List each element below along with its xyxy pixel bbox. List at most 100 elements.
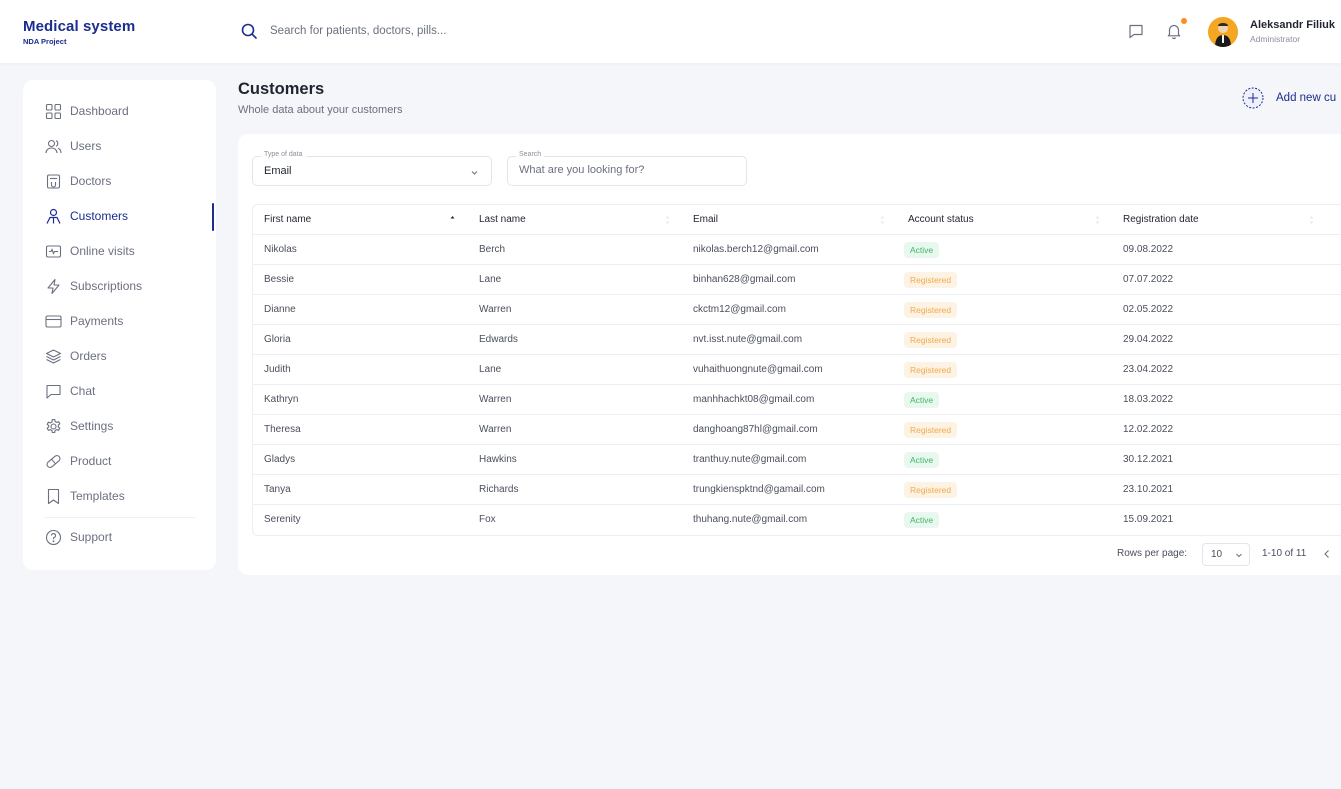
cell-email: nikolas.berch12@gmail.com (693, 244, 819, 255)
cell-first-name: Bessie (264, 274, 295, 285)
sidebar-item-label: Online visits (70, 244, 135, 258)
column-account-status[interactable]: Account status (908, 214, 974, 225)
column-last-name[interactable]: Last name (479, 214, 526, 225)
search-field[interactable]: Search (507, 151, 747, 186)
chevron-down-icon (1236, 553, 1242, 558)
column-registration-date[interactable]: Registration date (1123, 214, 1199, 225)
dashboard-icon (45, 103, 62, 119)
notification-dot (1181, 18, 1187, 24)
cell-registration-date: 29.04.2022 (1123, 334, 1174, 345)
sidebar-item-label: Subscriptions (70, 279, 143, 293)
rows-per-page-label: Rows per page: (1117, 548, 1188, 559)
users-icon (45, 139, 62, 153)
user-role: Administrator (1250, 34, 1301, 44)
table-row[interactable]: Gladys Hawkins tranthuy.nute@gmail.com A… (253, 445, 1341, 475)
cell-registration-date: 09.08.2022 (1123, 244, 1174, 255)
table-row[interactable]: Dianne Warren ckctm12@gmail.com Register… (253, 295, 1341, 325)
sidebar-item-orders[interactable]: Orders (23, 341, 216, 371)
global-search (240, 22, 570, 40)
sort-icon[interactable] (1094, 214, 1101, 226)
customers-icon (46, 208, 61, 224)
sort-icon[interactable] (1308, 214, 1315, 226)
subscriptions-icon (47, 278, 60, 294)
sidebar-item-label: Templates (70, 489, 125, 503)
table-row[interactable]: Judith Lane vuhaithuongnute@gmail.com Re… (253, 355, 1341, 385)
sidebar-item-chat[interactable]: Chat (23, 376, 216, 406)
sidebar-item-doctors[interactable]: Doctors (23, 166, 216, 196)
rows-per-page-select[interactable]: 10 (1202, 543, 1250, 566)
cell-registration-date: 23.10.2021 (1123, 484, 1174, 495)
templates-icon (47, 488, 60, 504)
chevron-left-icon[interactable] (1321, 548, 1333, 560)
product-icon (46, 454, 61, 468)
cell-first-name: Gladys (264, 454, 296, 465)
brand-logo[interactable]: Medical system NDA Project (23, 18, 135, 46)
messages-icon[interactable] (1127, 22, 1145, 40)
sidebar-item-payments[interactable]: Payments (23, 306, 216, 336)
status-badge: Active (904, 452, 940, 468)
table-header: First name Last name Email Account statu… (253, 205, 1341, 235)
sidebar-item-online-visits[interactable]: Online visits (23, 236, 216, 266)
sidebar-item-product[interactable]: Product (23, 446, 216, 476)
sidebar-item-label: Customers (70, 209, 129, 223)
cell-first-name: Theresa (264, 424, 301, 435)
sort-ascending-icon[interactable] (449, 214, 456, 226)
cell-first-name: Dianne (264, 304, 296, 315)
table-row[interactable]: Serenity Fox thuhang.nute@gmail.com Acti… (253, 505, 1341, 535)
cell-first-name: Judith (264, 364, 291, 375)
top-bar: Medical system NDA Project Aleksandr Fil… (0, 0, 1341, 63)
sidebar-item-label: Settings (70, 419, 114, 433)
page-title: Customers (238, 80, 325, 98)
sidebar-item-customers[interactable]: Customers (23, 201, 216, 231)
sort-icon[interactable] (664, 214, 671, 226)
cell-registration-date: 15.09.2021 (1123, 514, 1174, 525)
search-input[interactable] (519, 164, 729, 176)
cell-email: nvt.isst.nute@gmail.com (693, 334, 803, 345)
sidebar-item-label: Payments (70, 314, 124, 328)
sidebar-item-label: Doctors (70, 174, 112, 188)
cell-last-name: Warren (479, 424, 512, 435)
sidebar-item-support[interactable]: Support (23, 522, 216, 552)
cell-last-name: Edwards (479, 334, 518, 345)
table-row[interactable]: Tanya Richards trungkienspktnd@gamail.co… (253, 475, 1341, 505)
global-search-input[interactable] (270, 25, 570, 37)
user-info[interactable]: Aleksandr Filiuk Administrator (1250, 19, 1335, 44)
table-row[interactable]: Theresa Warren danghoang87hl@gmail.com R… (253, 415, 1341, 445)
cell-last-name: Fox (479, 514, 496, 525)
sidebar-item-users[interactable]: Users (23, 131, 216, 161)
column-first-name[interactable]: First name (264, 214, 312, 225)
sidebar-item-dashboard[interactable]: Dashboard (23, 96, 216, 126)
sidebar-item-subscriptions[interactable]: Subscriptions (23, 271, 216, 301)
cell-last-name: Lane (479, 364, 502, 375)
sort-icon[interactable] (879, 214, 886, 226)
status-badge: Registered (904, 362, 958, 378)
table-row[interactable]: Bessie Lane binhan628@gmail.com Register… (253, 265, 1341, 295)
online-visits-icon (45, 244, 62, 258)
brand-title: Medical system (23, 18, 136, 35)
cell-last-name: Warren (479, 304, 512, 315)
settings-icon (46, 418, 61, 433)
table-row[interactable]: Kathryn Warren manhhachkt08@gmail.com Ac… (253, 385, 1341, 415)
add-customer-button[interactable]: Add new cu (1242, 87, 1336, 109)
sidebar-item-label: Users (70, 139, 102, 153)
pagination-range: 1-10 of 11 (1262, 548, 1307, 559)
sidebar-item-label: Support (70, 530, 113, 544)
table-row[interactable]: Gloria Edwards nvt.isst.nute@gmail.com R… (253, 325, 1341, 355)
orders-icon (45, 348, 62, 364)
sidebar: Dashboard Users Doctors Customers Online… (23, 80, 216, 570)
cell-registration-date: 07.07.2022 (1123, 274, 1174, 285)
avatar[interactable] (1208, 17, 1238, 47)
status-badge: Registered (904, 332, 958, 348)
bell-icon[interactable] (1165, 22, 1183, 40)
customers-card: Type of data Email Search First name Las… (238, 134, 1341, 575)
type-of-data-select[interactable]: Type of data Email (252, 151, 492, 186)
table-row[interactable]: Nikolas Berch nikolas.berch12@gmail.com … (253, 235, 1341, 265)
cell-first-name: Tanya (264, 484, 291, 495)
column-email[interactable]: Email (693, 214, 719, 225)
page-subtitle: Whole data about your customers (238, 104, 403, 116)
cell-registration-date: 12.02.2022 (1123, 424, 1174, 435)
cell-last-name: Berch (479, 244, 506, 255)
sidebar-item-templates[interactable]: Templates (23, 481, 216, 511)
sidebar-item-settings[interactable]: Settings (23, 411, 216, 441)
avatar-image (1208, 17, 1238, 47)
